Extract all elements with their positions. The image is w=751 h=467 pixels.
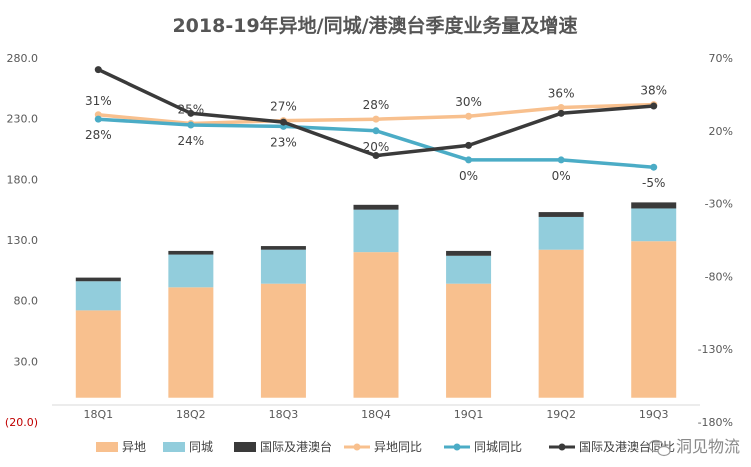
- bar-segment: [353, 252, 399, 398]
- legend-swatch: [96, 442, 118, 452]
- bar-segment: [353, 209, 399, 253]
- chart-title: 2018-19年异地/同城/港澳台季度业务量及增速: [172, 14, 577, 37]
- bar-segment: [168, 250, 214, 255]
- bar-segment: [260, 249, 306, 284]
- left-tick-label: 130.0: [7, 234, 39, 247]
- data-label: 28%: [363, 98, 390, 112]
- legend-label: 同城: [189, 440, 213, 454]
- bar-segment: [446, 255, 492, 284]
- data-label: 25%: [178, 103, 205, 117]
- bars-layer: [75, 202, 677, 398]
- series-point: [372, 152, 380, 160]
- left-tick-label: 280.0: [7, 52, 39, 65]
- left-tick-label: (20.0): [5, 416, 38, 429]
- bar-segment: [260, 283, 306, 398]
- data-label: 0%: [459, 169, 478, 183]
- series-point: [372, 115, 380, 123]
- data-label: 36%: [548, 87, 575, 101]
- right-tick-label: 20%: [709, 125, 733, 138]
- legend-label: 同城同比: [474, 440, 522, 454]
- bar-segment: [446, 250, 492, 256]
- data-label: 30%: [455, 95, 482, 109]
- left-tick-label: 80.0: [14, 295, 39, 308]
- bar-segment: [75, 281, 121, 311]
- category-label: 19Q1: [454, 408, 484, 421]
- category-label: 18Q4: [361, 408, 391, 421]
- right-tick-label: -130%: [698, 343, 733, 356]
- left-axis: (20.0) 30.0 80.0 130.0 180.0 230.0 280.0: [5, 52, 38, 429]
- data-label: 20%: [363, 140, 390, 154]
- lines-layer: 31% 25% 27% 28% 30% 36% 38% 28% 24% 23% 20% 0% 0% -5%: [85, 66, 667, 190]
- data-label: -5%: [642, 176, 665, 190]
- series-point: [279, 118, 287, 126]
- series-point: [94, 115, 102, 123]
- bar-segment: [446, 283, 492, 398]
- bar-segment: [168, 287, 214, 398]
- data-label: 31%: [85, 94, 112, 108]
- legend-swatch: [234, 442, 256, 452]
- data-label: 0%: [552, 169, 571, 183]
- category-label: 19Q2: [546, 408, 576, 421]
- series-point: [650, 163, 658, 171]
- watermark-text: 洞见物流: [676, 437, 740, 456]
- right-tick-label: -80%: [705, 270, 733, 283]
- legend: 异地 同城 国际及港澳台 异地同比 同城同比 国际及港澳台同比: [96, 439, 675, 454]
- watermark: 洞见物流: [648, 437, 740, 457]
- category-axis: 18Q1 18Q2 18Q3 18Q4 19Q1 19Q2 19Q3: [83, 408, 668, 421]
- series-point: [465, 141, 473, 149]
- series-point: [465, 156, 473, 164]
- bar-segment: [538, 212, 584, 217]
- legend-label: 国际及港澳台: [260, 439, 332, 454]
- legend-label: 异地同比: [374, 440, 422, 454]
- bar-segment: [260, 246, 306, 250]
- series-point: [94, 66, 102, 74]
- data-label: 23%: [270, 135, 297, 149]
- category-label: 18Q2: [176, 408, 206, 421]
- bar-segment: [631, 202, 677, 209]
- series-point: [557, 156, 565, 164]
- series-point: [650, 102, 658, 110]
- data-label: 38%: [640, 84, 667, 98]
- category-label: 18Q3: [269, 408, 299, 421]
- bar-segment: [538, 216, 584, 250]
- wechat-icon: [648, 439, 671, 457]
- series-point: [187, 121, 195, 129]
- series-point: [465, 112, 473, 120]
- bar-segment: [75, 310, 121, 398]
- legend-marker: [353, 443, 361, 451]
- category-label: 18Q1: [83, 408, 113, 421]
- bar-segment: [353, 204, 399, 210]
- series-point: [557, 109, 565, 117]
- bar-segment: [631, 208, 677, 242]
- left-tick-label: 230.0: [7, 113, 39, 126]
- series-point: [557, 104, 565, 112]
- legend-marker: [558, 443, 566, 451]
- data-label: 27%: [270, 100, 297, 114]
- data-label: 24%: [178, 134, 205, 148]
- legend-marker: [453, 443, 461, 451]
- category-label: 19Q3: [639, 408, 669, 421]
- right-axis: -180% -130% -80% -30% 20% 70%: [698, 52, 733, 429]
- right-tick-label: -30%: [705, 198, 733, 211]
- right-tick-label: 70%: [709, 52, 733, 65]
- right-tick-label: -180%: [698, 416, 733, 429]
- left-tick-label: 180.0: [7, 173, 39, 186]
- bar-segment: [75, 277, 121, 282]
- series-point: [372, 127, 380, 135]
- bar-segment: [538, 249, 584, 398]
- bar-segment: [168, 254, 214, 288]
- legend-label: 异地: [122, 440, 146, 454]
- left-tick-label: 30.0: [14, 355, 39, 368]
- series-point: [187, 109, 195, 117]
- data-label: 28%: [85, 128, 112, 142]
- legend-swatch: [163, 442, 185, 452]
- bar-segment: [631, 241, 677, 398]
